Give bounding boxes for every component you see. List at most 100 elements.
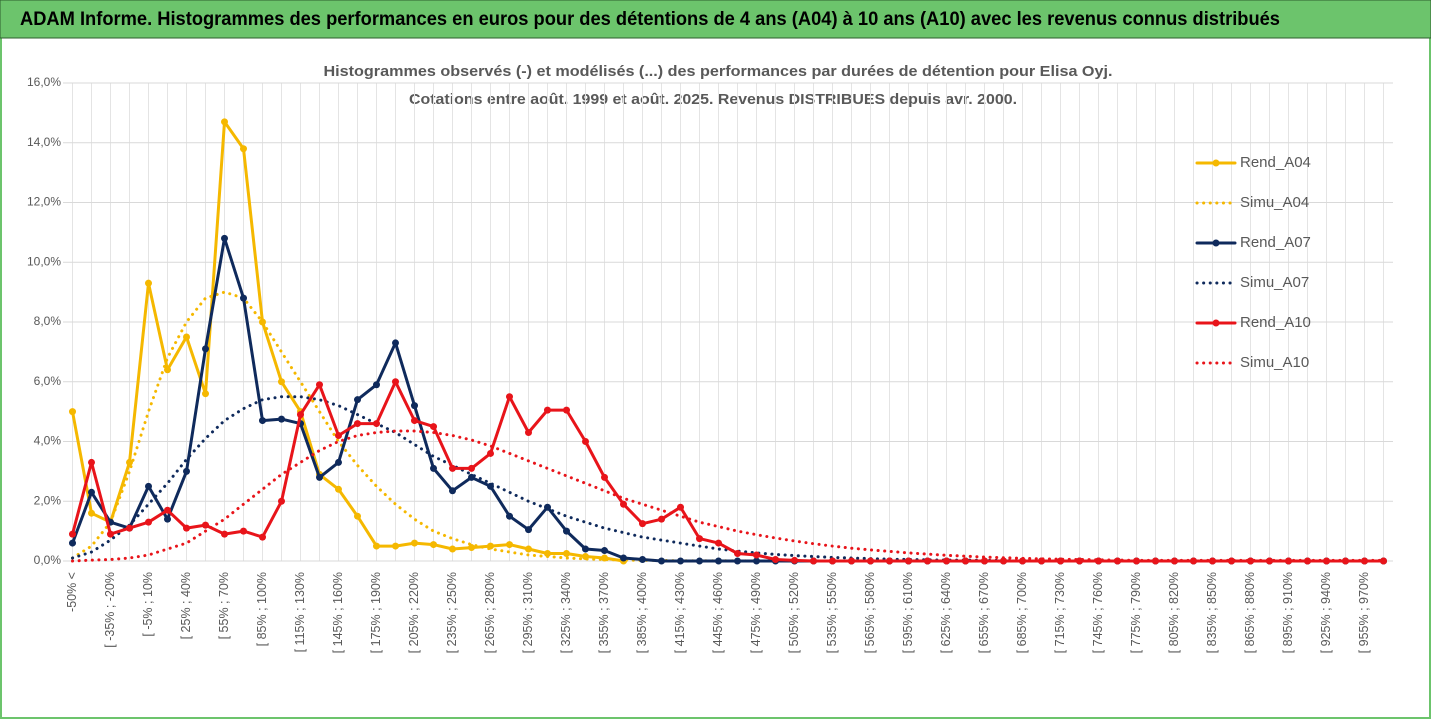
legend-marker bbox=[1212, 239, 1220, 247]
point bbox=[544, 550, 551, 558]
point bbox=[183, 524, 190, 532]
point bbox=[620, 500, 627, 508]
point bbox=[658, 557, 665, 565]
point bbox=[69, 408, 76, 416]
point bbox=[202, 345, 209, 353]
point bbox=[487, 449, 494, 457]
point bbox=[639, 556, 646, 564]
y-tick-label: 0,0% bbox=[34, 553, 62, 567]
point bbox=[259, 417, 266, 425]
point bbox=[278, 497, 285, 505]
legend-label: Rend_A07 bbox=[1240, 234, 1311, 251]
x-tick-label: [ 865% ; 880% bbox=[1243, 572, 1257, 653]
x-tick-label: [ 835% ; 850% bbox=[1205, 572, 1219, 653]
point bbox=[810, 557, 817, 565]
point bbox=[506, 512, 513, 520]
point bbox=[677, 557, 684, 565]
x-tick-label: [ 745% ; 760% bbox=[1091, 572, 1105, 653]
x-tick-label: [ 55% ; 70% bbox=[217, 572, 231, 639]
point bbox=[886, 557, 893, 565]
point bbox=[411, 402, 418, 410]
point bbox=[183, 467, 190, 475]
x-tick-label: [ 655% ; 670% bbox=[977, 572, 991, 653]
point bbox=[449, 545, 456, 553]
point bbox=[1380, 557, 1387, 565]
x-tick-label: [ 325% ; 340% bbox=[559, 572, 573, 653]
y-tick-label: 14,0% bbox=[27, 135, 61, 149]
point bbox=[69, 539, 76, 547]
point bbox=[335, 458, 342, 466]
x-tick-label: [ 925% ; 940% bbox=[1319, 572, 1333, 653]
point bbox=[753, 557, 760, 565]
x-tick-label: [ -35% ; -20% bbox=[103, 572, 117, 648]
x-tick-label: [ 955% ; 970% bbox=[1357, 572, 1371, 653]
point bbox=[905, 557, 912, 565]
point bbox=[525, 545, 532, 553]
point bbox=[506, 393, 513, 401]
point bbox=[373, 420, 380, 428]
point bbox=[240, 294, 247, 302]
point bbox=[544, 406, 551, 414]
x-tick-label: [ 115% ; 130% bbox=[293, 572, 307, 652]
y-tick-label: 4,0% bbox=[34, 434, 62, 448]
x-tick-label: [ 685% ; 700% bbox=[1015, 572, 1029, 653]
point bbox=[164, 366, 171, 374]
series-line bbox=[71, 380, 1385, 563]
point bbox=[430, 423, 437, 431]
x-tick-label: [ 775% ; 790% bbox=[1129, 572, 1143, 653]
x-tick-label: [ 25% ; 40% bbox=[179, 572, 193, 639]
point bbox=[981, 557, 988, 565]
point bbox=[582, 545, 589, 553]
chart-title: Histogrammes observés (-) et modélisés (… bbox=[324, 63, 1113, 80]
point bbox=[867, 557, 874, 565]
point bbox=[126, 458, 133, 466]
point bbox=[392, 542, 399, 550]
point bbox=[430, 464, 437, 472]
point bbox=[145, 518, 152, 526]
x-tick-label: [ 505% ; 520% bbox=[787, 572, 801, 653]
point bbox=[449, 464, 456, 472]
x-tick-label: [ 535% ; 550% bbox=[825, 572, 839, 653]
point bbox=[943, 557, 950, 565]
point bbox=[525, 429, 532, 437]
header: ADAM Informe. Histogrammes des performan… bbox=[20, 9, 1280, 30]
legend-label: Rend_A04 bbox=[1240, 154, 1311, 171]
point bbox=[335, 485, 342, 493]
y-tick-label: 16,0% bbox=[27, 75, 61, 89]
point bbox=[392, 339, 399, 347]
series-line bbox=[71, 290, 1385, 563]
point bbox=[316, 381, 323, 389]
point bbox=[373, 542, 380, 550]
point bbox=[620, 554, 627, 562]
x-tick-label: [ 85% ; 100% bbox=[255, 572, 269, 646]
point bbox=[696, 557, 703, 565]
chart-subtitle: Cotations entre août. 1999 et août. 2025… bbox=[409, 91, 1017, 108]
legend-label: Rend_A10 bbox=[1240, 314, 1311, 331]
point bbox=[373, 381, 380, 389]
legend-marker bbox=[1212, 319, 1220, 327]
x-tick-label: [ 355% ; 370% bbox=[597, 572, 611, 653]
point bbox=[468, 464, 475, 472]
x-tick-label: [ 475% ; 490% bbox=[749, 572, 763, 653]
x-tick-label: [ 895% ; 910% bbox=[1281, 572, 1295, 653]
point bbox=[164, 506, 171, 514]
point bbox=[392, 378, 399, 386]
x-tick-label: [ 265% ; 280% bbox=[483, 572, 497, 653]
point bbox=[164, 515, 171, 523]
point bbox=[734, 550, 741, 558]
point bbox=[753, 551, 760, 559]
point bbox=[772, 556, 779, 564]
point bbox=[240, 527, 247, 535]
point bbox=[88, 488, 95, 496]
point bbox=[316, 473, 323, 481]
point bbox=[734, 557, 741, 565]
x-tick-label: [ 295% ; 310% bbox=[521, 572, 535, 653]
point bbox=[601, 547, 608, 555]
legend-label: Simu_A07 bbox=[1240, 274, 1309, 291]
point bbox=[145, 279, 152, 287]
point bbox=[468, 544, 475, 552]
point bbox=[335, 432, 342, 440]
point bbox=[202, 390, 209, 398]
x-tick-label: [ 205% ; 220% bbox=[407, 572, 421, 653]
